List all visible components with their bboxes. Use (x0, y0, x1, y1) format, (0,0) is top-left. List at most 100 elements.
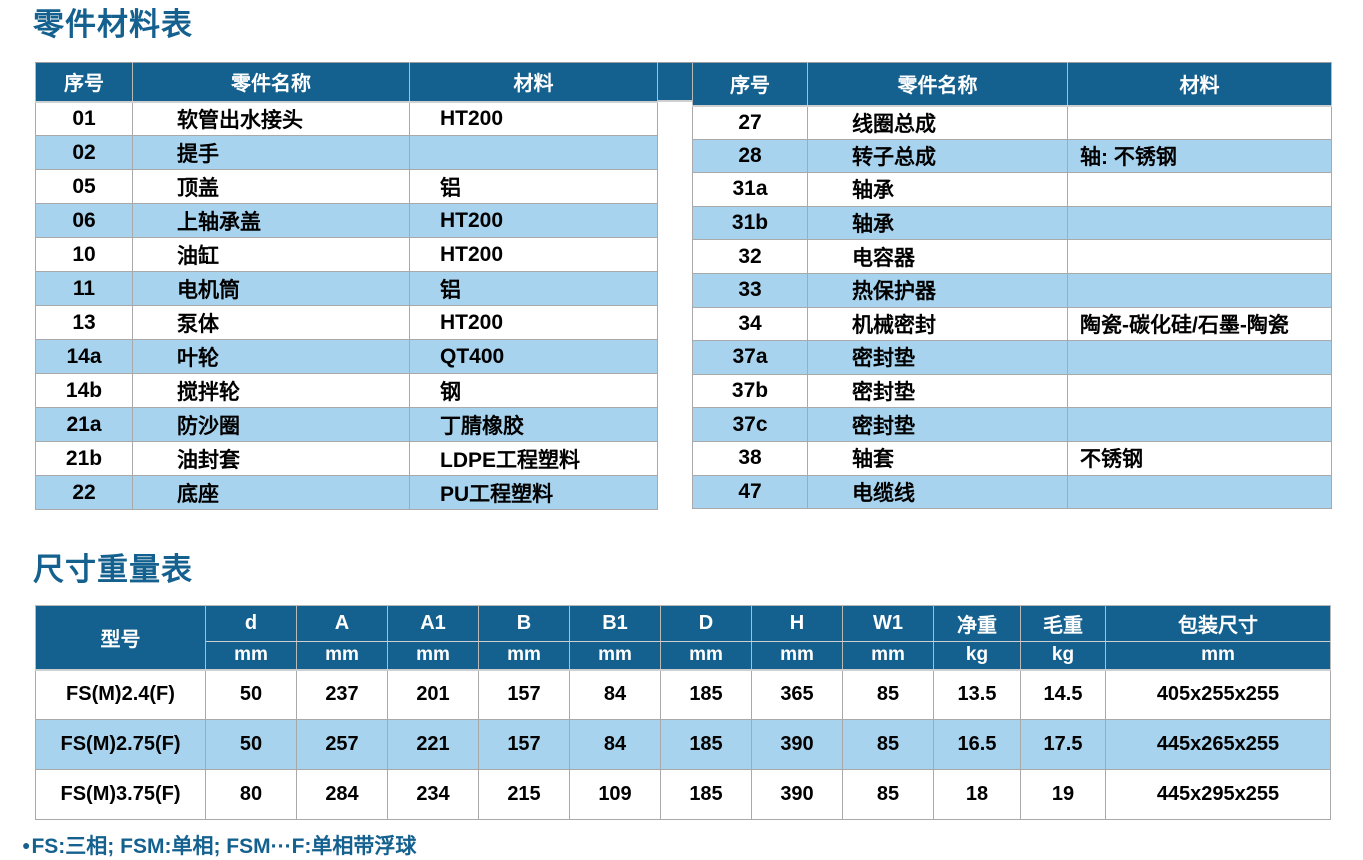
table-row: 32 电容器 (692, 239, 1332, 274)
cell-part-name: 油封套 (132, 441, 410, 476)
table-gap-spacer (658, 62, 692, 510)
cell-material: HT200 (409, 237, 658, 272)
cell-serial: 31a (692, 172, 808, 207)
column-header-unit: mm (296, 641, 388, 670)
cell-serial: 34 (692, 306, 808, 342)
cell-material (1067, 205, 1332, 241)
cell-value: 19 (1020, 769, 1106, 820)
cell-model: FS(M)2.75(F) (35, 719, 206, 770)
footnote-text: FS:三相; FSM:单相; FSM···F:单相带浮球 (31, 835, 417, 858)
cell-material (1067, 340, 1332, 375)
parts-left-header-row: 序号 零件名称 材料 (35, 62, 658, 103)
cell-part-name: 热保护器 (807, 272, 1068, 308)
cell-part-name: 上轴承盖 (132, 203, 410, 238)
cell-value: 14.5 (1020, 669, 1106, 720)
column-header-letter: W1 (842, 605, 934, 642)
cell-material: HT200 (409, 203, 658, 238)
cell-part-name: 电容器 (807, 239, 1068, 274)
table-row: 21b 油封套 LDPE工程塑料 (35, 441, 658, 476)
parts-table-right: 序号 零件名称 材料 27 线圈总成 28 转子总成 轴: 不锈钢 31a 轴承 31b 轴承 3… (692, 62, 1332, 510)
column-header-unit: mm (205, 641, 297, 670)
column-header-serial: 序号 (35, 62, 133, 103)
cell-value: 405x255x255 (1105, 669, 1331, 720)
cell-serial: 27 (692, 105, 808, 140)
cell-part-name: 轴承 (807, 205, 1068, 241)
cell-part-name: 机械密封 (807, 306, 1068, 342)
cell-material (1067, 373, 1332, 409)
table-row: 06 上轴承盖 HT200 (35, 203, 658, 238)
cell-value: 17.5 (1020, 719, 1106, 770)
cell-part-name: 电缆线 (807, 474, 1068, 510)
footnote: ●FS:三相; FSM:单相; FSM···F:单相带浮球 (22, 830, 1363, 860)
cell-value: 185 (660, 669, 752, 720)
cell-material: LDPE工程塑料 (409, 441, 658, 476)
cell-material: 不锈钢 (1067, 440, 1332, 476)
cell-part-name: 轴套 (807, 440, 1068, 476)
column-header-unit: mm (842, 641, 934, 670)
cell-material (1067, 272, 1332, 308)
table-row: 01 软管出水接头 HT200 (35, 101, 658, 136)
cell-part-name: 软管出水接头 (132, 101, 410, 136)
cell-part-name: 泵体 (132, 305, 410, 340)
cell-serial: 05 (35, 169, 133, 204)
cell-part-name: 转子总成 (807, 138, 1068, 174)
cell-model: FS(M)3.75(F) (35, 769, 206, 820)
cell-value: 85 (842, 719, 934, 770)
cell-value: 18 (933, 769, 1021, 820)
cell-value: 85 (842, 669, 934, 720)
column-header-letter: 包装尺寸 (1105, 605, 1331, 642)
column-header-unit: mm (569, 641, 661, 670)
cell-serial: 31b (692, 205, 808, 241)
cell-serial: 22 (35, 475, 133, 510)
cell-value: 215 (478, 769, 570, 820)
cell-value: 84 (569, 669, 661, 720)
dims-header-letter-row: 型号 d A A1 B B1 D H W1 净重 毛重 包装尺寸 (35, 605, 1331, 670)
column-header-serial: 序号 (692, 62, 808, 107)
cell-part-name: 密封垫 (807, 407, 1068, 442)
cell-value: 445x295x255 (1105, 769, 1331, 820)
table-row: FS(M)2.4(F) 50 237 201 157 84 185 365 85 13.5 14.5… (35, 669, 1331, 720)
column-header-letter: d (205, 605, 297, 642)
column-header-letter: D (660, 605, 752, 642)
column-header-unit: mm (387, 641, 479, 670)
cell-value: 201 (387, 669, 479, 720)
column-header-unit: kg (1020, 641, 1106, 670)
cell-material: HT200 (409, 101, 658, 136)
cell-value: 50 (205, 669, 297, 720)
cell-part-name: 轴承 (807, 172, 1068, 207)
cell-serial: 38 (692, 440, 808, 476)
parts-tables-container: 序号 零件名称 材料 01 软管出水接头 HT200 02 提手 05 顶盖铝 06 上轴承盖 H… (35, 62, 1363, 510)
cell-serial: 06 (35, 203, 133, 238)
cell-part-name: 油缸 (132, 237, 410, 272)
cell-material: 铝 (409, 271, 658, 306)
cell-material (1067, 407, 1332, 442)
cell-value: 237 (296, 669, 388, 720)
table-row: 10 油缸 HT200 (35, 237, 658, 272)
column-header-letter: H (751, 605, 843, 642)
column-header-part-name: 零件名称 (807, 62, 1068, 107)
cell-part-name: 提手 (132, 135, 410, 170)
cell-serial: 10 (35, 237, 133, 272)
cell-serial: 47 (692, 474, 808, 510)
table-row: 31a 轴承 (692, 172, 1332, 207)
cell-serial: 11 (35, 271, 133, 306)
cell-serial: 28 (692, 138, 808, 174)
table-row: 31b 轴承 (692, 205, 1332, 241)
cell-material: 铝 (409, 169, 658, 204)
cell-value: 157 (478, 719, 570, 770)
cell-serial: 14a (35, 339, 133, 374)
table-row: 11 电机筒铝 (35, 271, 658, 306)
cell-serial: 33 (692, 272, 808, 308)
table-row: 34 机械密封 陶瓷-碳化硅/石墨-陶瓷 (692, 306, 1332, 342)
bullet-icon: ● (22, 837, 31, 853)
column-header-unit: mm (478, 641, 570, 670)
table-row: 22 底座 PU工程塑料 (35, 475, 658, 510)
table-row: 27 线圈总成 (692, 105, 1332, 140)
cell-value: 221 (387, 719, 479, 770)
cell-value: 257 (296, 719, 388, 770)
cell-material: 轴: 不锈钢 (1067, 138, 1332, 174)
cell-value: 109 (569, 769, 661, 820)
cell-value: 157 (478, 669, 570, 720)
cell-model: FS(M)2.4(F) (35, 669, 206, 720)
column-header-letter: A (296, 605, 388, 642)
